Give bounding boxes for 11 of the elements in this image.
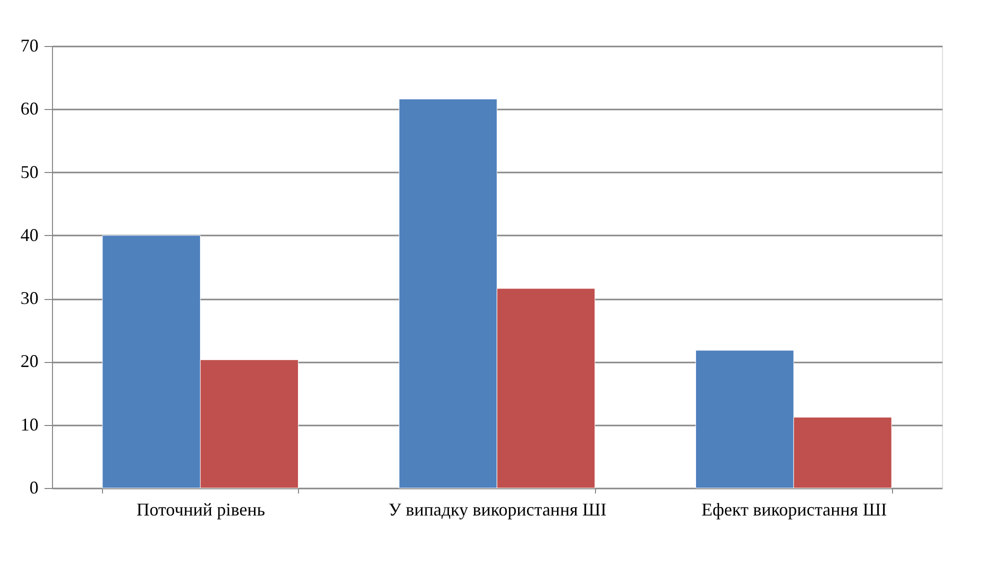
y-tick-label: 50 (20, 162, 38, 182)
y-tick-label: 40 (20, 224, 38, 245)
y-tick-label: 10 (20, 414, 38, 434)
x-tick-label: Ефект використання ШІ (701, 500, 887, 520)
y-tick-label: 60 (20, 98, 38, 119)
y-tick-label: 20 (20, 351, 38, 372)
y-tick-label: 30 (20, 288, 38, 308)
y-tick-label: 0 (30, 478, 38, 498)
x-tick-label: У випадку використання ШІ (388, 500, 607, 520)
x-tick-label: Поточний рівень (136, 500, 266, 520)
y-tick-label: 70 (20, 36, 38, 56)
